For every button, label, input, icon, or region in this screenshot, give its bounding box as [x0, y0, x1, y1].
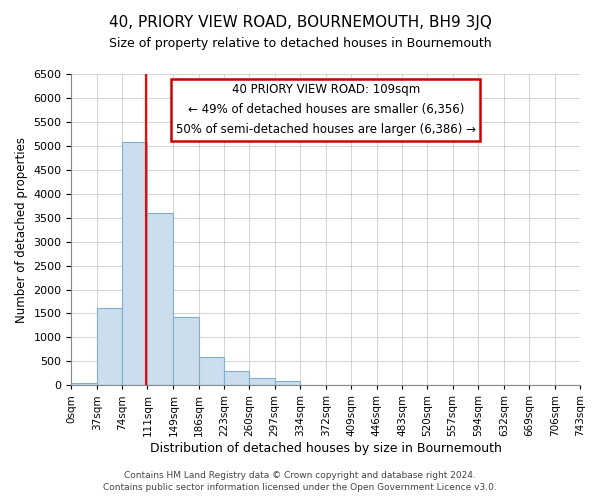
- Y-axis label: Number of detached properties: Number of detached properties: [15, 136, 28, 322]
- Bar: [250, 378, 275, 386]
- X-axis label: Distribution of detached houses by size in Bournemouth: Distribution of detached houses by size …: [150, 442, 502, 455]
- Text: 40 PRIORY VIEW ROAD: 109sqm
← 49% of detached houses are smaller (6,356)
50% of : 40 PRIORY VIEW ROAD: 109sqm ← 49% of det…: [176, 84, 476, 136]
- Text: 40, PRIORY VIEW ROAD, BOURNEMOUTH, BH9 3JQ: 40, PRIORY VIEW ROAD, BOURNEMOUTH, BH9 3…: [109, 15, 491, 30]
- Text: Contains HM Land Registry data © Crown copyright and database right 2024.
Contai: Contains HM Land Registry data © Crown c…: [103, 471, 497, 492]
- Bar: [71, 383, 97, 386]
- Text: Size of property relative to detached houses in Bournemouth: Size of property relative to detached ho…: [109, 38, 491, 51]
- Bar: [199, 357, 224, 386]
- Bar: [97, 308, 122, 386]
- Bar: [122, 142, 148, 386]
- Bar: [224, 371, 250, 386]
- Bar: [148, 214, 173, 386]
- Bar: [173, 318, 199, 386]
- Bar: [275, 382, 300, 386]
